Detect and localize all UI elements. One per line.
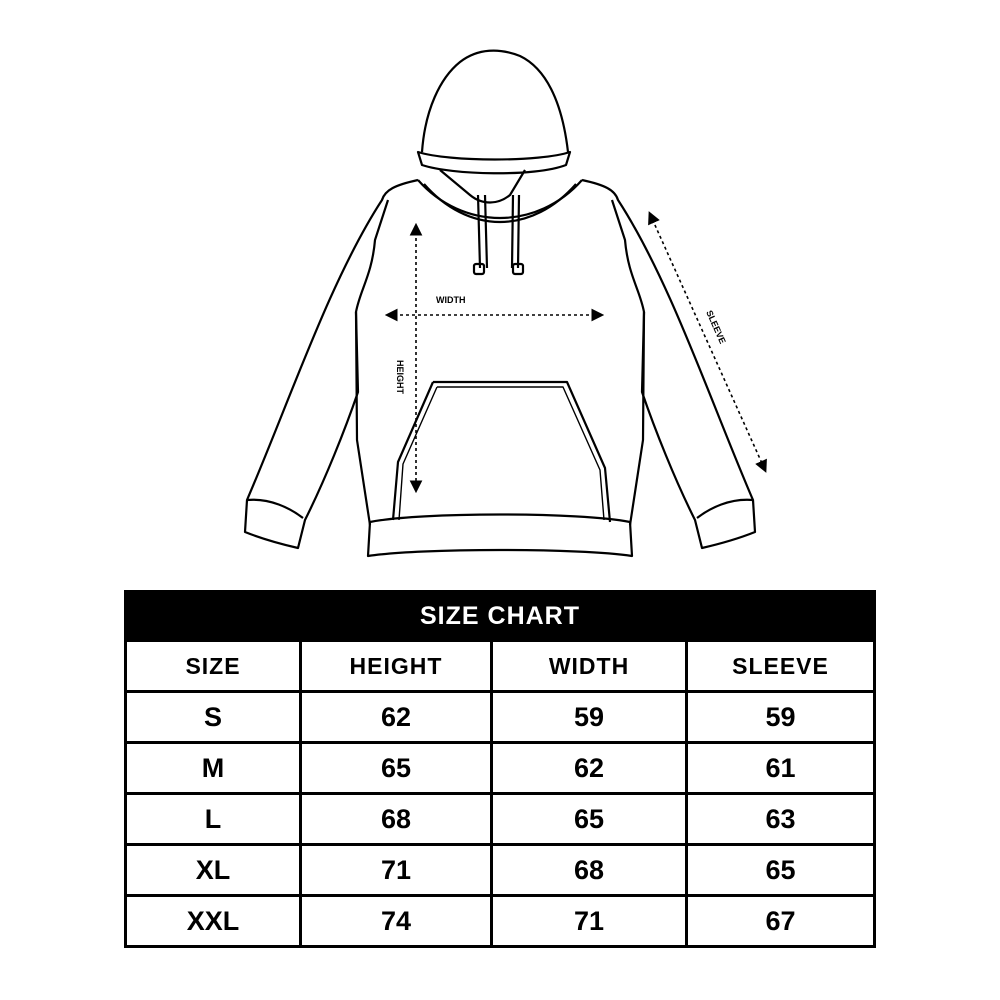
table-row: XXL 74 71 67	[124, 894, 876, 948]
width-cell: 71	[490, 894, 688, 948]
width-cell: 59	[490, 690, 688, 744]
size-cell: XL	[124, 843, 302, 897]
column-header-height: HEIGHT	[299, 639, 493, 693]
height-cell: 65	[299, 741, 493, 795]
size-cell: S	[124, 690, 302, 744]
table-row: M 65 62 61	[124, 741, 876, 795]
table-row: XL 71 68 65	[124, 843, 876, 897]
kangaroo-pocket	[391, 380, 612, 523]
body-outline	[243, 178, 757, 558]
width-cell: 65	[490, 792, 688, 846]
measurement-arrows	[384, 211, 767, 494]
column-header-width: WIDTH	[490, 639, 688, 693]
size-cell: L	[124, 792, 302, 846]
column-header-size: SIZE	[124, 639, 302, 693]
size-chart-table: SIZE CHART SIZE HEIGHT WIDTH SLEEVE S 62…	[124, 590, 876, 948]
table-row: S 62 59 59	[124, 690, 876, 744]
hoodie-diagram: WIDTH HEIGHT SLEEVE	[243, 49, 767, 558]
sleeve-cell: 65	[685, 843, 876, 897]
sleeve-cell: 63	[685, 792, 876, 846]
sleeve-cell: 67	[685, 894, 876, 948]
height-cell: 68	[299, 792, 493, 846]
size-cell: M	[124, 741, 302, 795]
width-label: WIDTH	[436, 295, 466, 305]
hood-outline	[416, 49, 572, 276]
size-cell: XXL	[124, 894, 302, 948]
sleeve-cell: 61	[685, 741, 876, 795]
table-row: L 68 65 63	[124, 792, 876, 846]
width-cell: 62	[490, 741, 688, 795]
sleeve-cell: 59	[685, 690, 876, 744]
table-header-row: SIZE HEIGHT WIDTH SLEEVE	[124, 639, 876, 693]
column-header-sleeve: SLEEVE	[685, 639, 876, 693]
height-cell: 74	[299, 894, 493, 948]
height-cell: 62	[299, 690, 493, 744]
height-label: HEIGHT	[395, 360, 405, 395]
sleeve-label: SLEEVE	[704, 309, 728, 346]
height-cell: 71	[299, 843, 493, 897]
size-chart-title: SIZE CHART	[124, 590, 876, 642]
sleeve-arrow	[648, 211, 767, 473]
width-cell: 68	[490, 843, 688, 897]
